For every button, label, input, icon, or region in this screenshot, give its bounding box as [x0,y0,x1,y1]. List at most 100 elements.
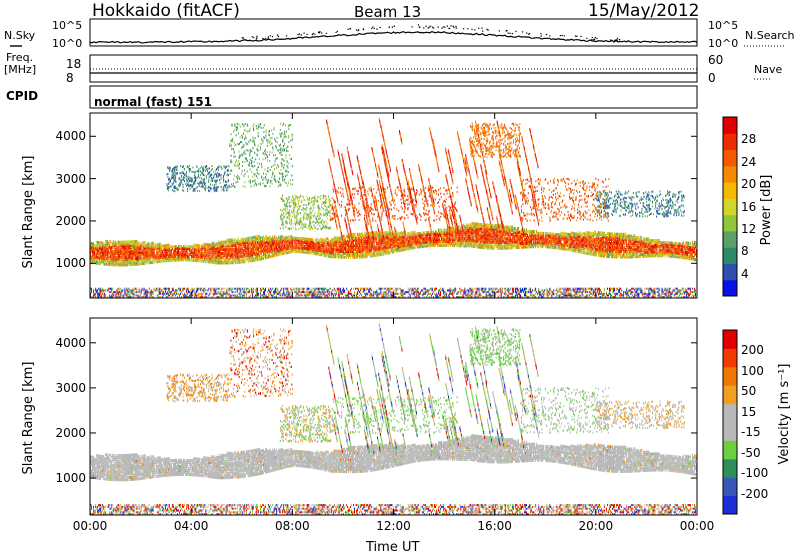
nsearch-point [379,27,380,28]
power-colorbar [723,117,737,297]
nsky-tick-top: 10^5 [52,20,82,32]
nsearch-point [592,37,593,38]
nsearch-point [450,25,451,26]
nsearch-point [546,34,547,35]
x-tick-label: 00:00 [73,520,108,532]
nsearch-point [428,27,429,28]
nsearch-point [449,28,450,29]
colorbar-tick-label: 200 [741,344,764,356]
nsearch-point [256,37,257,38]
nsearch-point [586,38,587,39]
nsearch-point [268,36,269,37]
nsearch-point [593,39,594,40]
colorbar-swatch [723,182,737,199]
y-tick-label: 4000 [55,130,86,142]
nsearch-point [376,28,377,29]
nsky-trace [90,32,697,44]
nsearch-point [526,32,527,33]
nsearch-point [312,34,313,35]
nsearch-point [419,27,420,28]
nsearch-point [441,28,442,29]
colorbar-tick-label: -200 [741,488,768,500]
colorbar-swatch [723,198,737,215]
nsearch-point [306,34,307,35]
colorbar-swatch [723,404,737,423]
nsearch-point [463,28,464,29]
nsearch-point [313,33,314,34]
colorbar-swatch [723,133,737,150]
nsearch-point [430,26,431,27]
nsearch-point [617,38,618,39]
nsearch-point [528,33,529,34]
x-tick-label: 16:00 [477,520,512,532]
power-colorbar-label: Power [dB] [761,175,773,246]
nsearch-point [562,35,563,36]
velocity-colorbar-label: Velocity [m s⁻¹] [779,364,791,465]
y-tick-label: 2000 [55,427,86,439]
nsearch-point [541,35,542,36]
colorbar-tick-label: -15 [741,426,761,438]
nsearch-point [438,26,439,27]
x-axis-title: Time UT [366,542,419,554]
nsearch-point [272,36,273,37]
nsearch-point [508,32,509,33]
nsearch-point [433,27,434,28]
nsearch-point [394,26,395,27]
nsearch-point [321,32,322,33]
nsearch-point [467,28,468,29]
colorbar-swatch [723,231,737,248]
nsearch-point [549,35,550,36]
colorbar-swatch [723,215,737,232]
nsearch-point [522,31,523,32]
nsearch-point [453,27,454,28]
nsearch-point [262,38,263,39]
nsearch-point [244,39,245,40]
nsearch-point [453,26,454,27]
top-panel-traces [10,24,785,79]
nsearch-point [482,30,483,31]
colorbar-swatch [723,150,737,167]
nsearch-point [425,26,426,27]
nsearch-point [474,29,475,30]
freq-tick-top: 18 [66,58,81,70]
freq-tick-bottom: 8 [66,72,74,84]
nave-tick-top: 60 [708,54,723,66]
velocity-ylabel: Slant Range [km] [23,362,35,475]
colorbar-tick-label: 100 [741,365,764,377]
nsearch-point [455,26,456,27]
x-tick-label: 04:00 [174,520,209,532]
nsearch-point [595,37,596,38]
beam-title: Beam 13 [354,5,421,20]
nsearch-point [418,24,419,25]
colorbar-tick-label: 4 [741,268,749,280]
colorbar-swatch [723,280,737,297]
nsearch-point [576,36,577,37]
colorbar-tick-label: 50 [741,385,756,397]
nsearch-point [337,31,338,32]
nsearch-point [363,28,364,29]
x-tick-label: 12:00 [376,520,411,532]
nsearch-point [432,27,433,28]
colorbar-tick-label: 16 [741,201,756,213]
nsearch-point [265,38,266,39]
nsearch-point [596,38,597,39]
nsearch-point [591,39,592,40]
nsearch-point [515,31,516,32]
nsearch-point [411,26,412,27]
nsearch-point [580,36,581,37]
velocity-data-layer [90,323,697,515]
nsearch-point [487,29,488,30]
y-tick-label: 4000 [55,337,86,349]
nsearch-point [506,30,507,31]
nsearch-point [374,28,375,29]
nsearch-point [256,36,257,37]
nsearch-tick-top: 10^5 [708,20,738,32]
nsearch-point [319,31,320,32]
nsearch-point [509,33,510,34]
nsearch-point [423,27,424,28]
nsearch-point [444,26,445,27]
nsearch-label: N.Search [745,30,795,42]
nsearch-point [499,30,500,31]
colorbar-tick-label: -50 [741,447,761,459]
